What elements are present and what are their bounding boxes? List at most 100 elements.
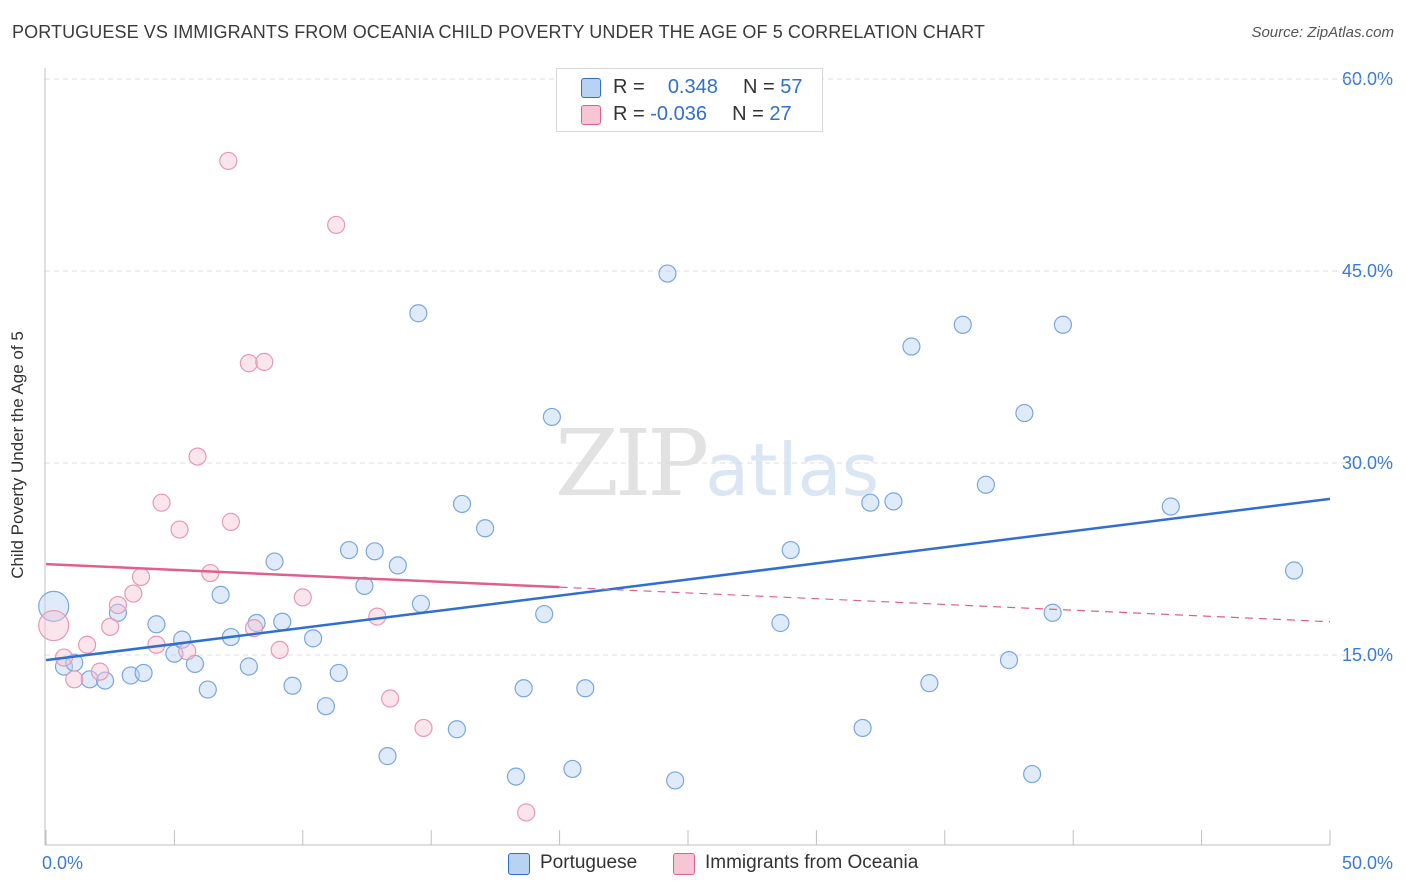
legend-n-label: N = xyxy=(732,103,764,125)
portuguese-point xyxy=(861,493,880,512)
oceania-point xyxy=(381,689,400,708)
oceania-point xyxy=(178,642,197,661)
portuguese-point xyxy=(283,676,302,695)
portuguese-point xyxy=(80,670,99,689)
portuguese-point xyxy=(1023,764,1042,784)
oceania-point xyxy=(152,493,171,512)
legend-r-label: R = xyxy=(613,103,645,125)
oceania-trendline xyxy=(45,562,560,589)
legend-r-label: R = xyxy=(613,76,645,98)
portuguese-point xyxy=(535,604,554,624)
portuguese-trendline xyxy=(45,497,1331,662)
oceania-point xyxy=(170,520,189,539)
portuguese-point xyxy=(134,663,153,683)
portuguese-point xyxy=(303,629,323,648)
portuguese-point xyxy=(771,613,790,633)
portuguese-point xyxy=(902,337,921,356)
legend-r-value: -0.036 xyxy=(650,103,707,125)
portuguese-point xyxy=(316,697,336,716)
portuguese-point xyxy=(999,651,1019,670)
correlation-legend: R = 0.348 N = 57 R = -0.036 N = 27 xyxy=(556,68,823,132)
portuguese-point xyxy=(38,590,70,622)
portuguese-point xyxy=(853,718,872,738)
legend-n-label: N = xyxy=(743,76,775,98)
oceania-legend-swatch xyxy=(673,853,695,875)
portuguese-point xyxy=(1015,403,1034,423)
portuguese-point xyxy=(976,475,995,494)
oceania-point xyxy=(65,670,84,689)
portuguese-point xyxy=(273,612,292,631)
oceania-trendline-extension xyxy=(559,586,1331,623)
portuguese-swatch xyxy=(581,78,601,98)
oceania-point xyxy=(124,584,143,603)
chart-source: Source: ZipAtlas.com xyxy=(1251,24,1394,41)
portuguese-point xyxy=(147,615,166,634)
portuguese-point xyxy=(247,613,266,633)
portuguese-point xyxy=(576,679,595,698)
portuguese-point xyxy=(265,552,284,571)
portuguese-point xyxy=(920,674,939,693)
portuguese-point xyxy=(953,315,972,334)
oceania-point xyxy=(77,635,97,654)
portuguese-point xyxy=(563,759,582,779)
oceania-point xyxy=(201,563,220,583)
oceania-point xyxy=(188,447,207,466)
y-tick-label: 60.0% xyxy=(1342,69,1393,89)
portuguese-legend-swatch xyxy=(508,853,530,875)
portuguese-point xyxy=(1053,315,1073,334)
portuguese-point xyxy=(884,492,903,511)
portuguese-point xyxy=(666,771,685,790)
chart-title: PORTUGUESE VS IMMIGRANTS FROM OCEANIA CH… xyxy=(12,22,985,42)
portuguese-point xyxy=(514,679,533,698)
oceania-point xyxy=(38,609,70,642)
y-tick-label: 15.0% xyxy=(1342,645,1393,665)
oceania-legend-label: Immigrants from Oceania xyxy=(705,852,919,873)
legend-r-value: 0.348 xyxy=(667,76,718,98)
oceania-point xyxy=(327,215,346,235)
oceania-point xyxy=(239,354,258,373)
portuguese-point xyxy=(452,494,472,514)
portuguese-point xyxy=(476,519,495,538)
portuguese-point xyxy=(95,671,115,690)
y-tick-label: 30.0% xyxy=(1342,453,1393,473)
portuguese-legend-label: Portuguese xyxy=(540,852,638,873)
portuguese-point xyxy=(355,576,374,595)
legend-n-value: 57 xyxy=(780,76,803,98)
portuguese-point xyxy=(365,542,384,561)
portuguese-point xyxy=(211,585,230,604)
portuguese-point xyxy=(542,407,561,427)
oceania-point xyxy=(219,151,238,171)
portuguese-point xyxy=(409,304,428,323)
watermark-atlas: atlas xyxy=(705,428,880,512)
portuguese-point xyxy=(781,540,800,560)
portuguese-point xyxy=(239,657,258,676)
x-tick-label: 50.0% xyxy=(1342,853,1393,873)
portuguese-point xyxy=(1161,497,1180,516)
portuguese-point xyxy=(339,540,359,560)
oceania-point xyxy=(293,588,312,607)
portuguese-point xyxy=(329,663,348,683)
portuguese-point xyxy=(506,767,526,786)
portuguese-point xyxy=(1284,561,1304,580)
y-axis-label: Child Poverty Under the Age of 5 xyxy=(8,331,27,579)
y-tick-label: 45.0% xyxy=(1342,261,1393,281)
portuguese-point xyxy=(388,556,407,575)
oceania-point xyxy=(517,803,536,822)
portuguese-point xyxy=(411,594,431,613)
oceania-point xyxy=(414,718,433,738)
portuguese-point xyxy=(1043,603,1062,622)
oceania-point xyxy=(131,567,151,587)
portuguese-point xyxy=(447,720,466,739)
oceania-point xyxy=(90,662,110,681)
oceania-point xyxy=(255,352,274,371)
x-tick-label: 0.0% xyxy=(42,853,83,873)
oceania-point xyxy=(270,640,289,659)
portuguese-point xyxy=(108,603,128,622)
portuguese-point xyxy=(658,264,677,283)
portuguese-point xyxy=(378,747,397,766)
portuguese-point xyxy=(198,680,217,699)
oceania-point xyxy=(108,595,128,615)
oceania-swatch xyxy=(581,105,601,125)
oceania-point xyxy=(101,617,120,636)
